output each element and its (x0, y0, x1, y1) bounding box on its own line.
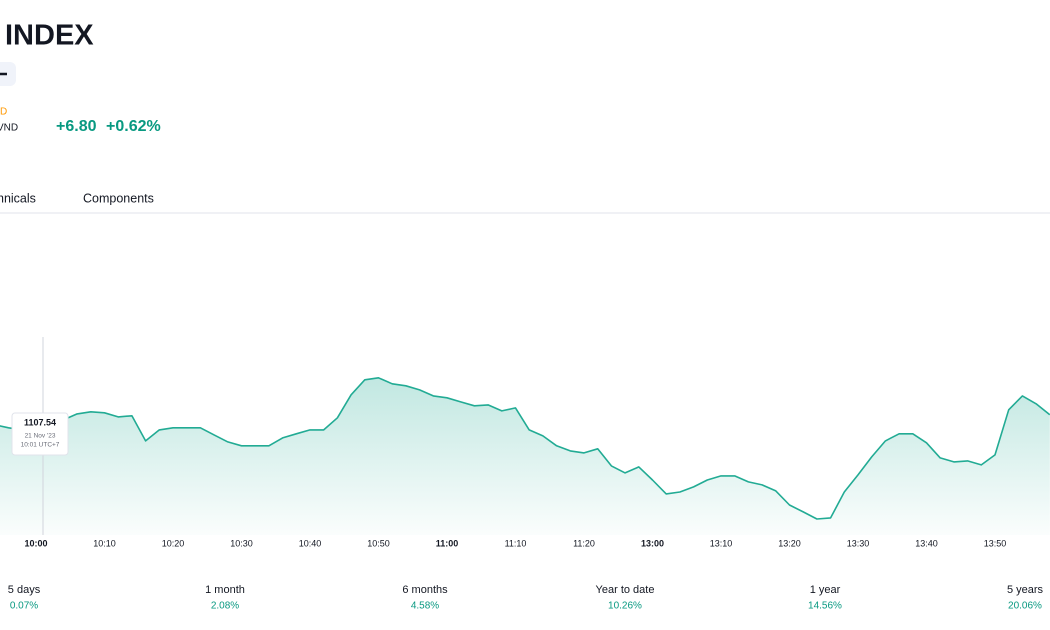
x-tick-label: 10:20 (162, 538, 185, 548)
x-tick-label: 11:20 (573, 538, 595, 548)
tooltip-value: 1107.54 (24, 417, 56, 427)
tooltip-time: 10:01 UTC+7 (21, 442, 60, 449)
x-tick-label: 10:10 (93, 538, 116, 548)
period-change: 14.56% (808, 601, 842, 612)
x-tick-label: 13:20 (778, 538, 801, 548)
tooltip-date: 21 Nov '23 (25, 433, 56, 440)
currency: VND (0, 123, 18, 134)
x-tick-label: 10:00 (24, 538, 47, 548)
x-tick-label: 13:40 (915, 538, 938, 548)
period-change: 2.08% (211, 601, 239, 612)
tooltip: 1107.54 21 Nov '23 10:01 UTC+7 (11, 412, 69, 456)
market-status: D (0, 107, 7, 118)
area (0, 377, 1050, 535)
period-label[interactable]: 6 months (402, 584, 448, 596)
plot: 10:00 10:10 10:20 10:30 10:40 10:50 11:00 11:10… (0, 377, 1050, 548)
tab[interactable]: hnicals (0, 191, 36, 205)
x-tick-label: 10:40 (299, 538, 322, 548)
price-line (0, 377, 1050, 520)
period-label[interactable]: 1 year (810, 584, 841, 596)
x-tick-label: 13:10 (710, 538, 733, 548)
menu-pill[interactable] (0, 62, 16, 86)
tooltip-box (11, 412, 69, 456)
period-label[interactable]: 5 years (1007, 584, 1044, 596)
x-tick-label: 10:30 (230, 538, 253, 548)
x-tick-label: 10:50 (367, 538, 390, 548)
period-change: 10.26% (608, 601, 642, 612)
period-change: 20.06% (1008, 601, 1042, 612)
change: +6.80 (56, 118, 97, 135)
performance: 5 days 0.07% 1 month 2.08% 6 months 4.58% Year… (8, 584, 1044, 612)
x-tick-label: 13:50 (984, 538, 1007, 548)
title: INDEX (5, 20, 94, 52)
x-tick-label: 11:10 (505, 538, 527, 548)
period-change: 0.07% (10, 601, 38, 612)
period-label[interactable]: 1 month (205, 584, 245, 596)
period-label[interactable]: 5 days (8, 584, 41, 596)
x-tick-label: 11:00 (436, 538, 459, 548)
x-tick-label: 13:00 (641, 538, 664, 548)
x-tick-label: 13:30 (847, 538, 870, 548)
tab[interactable]: Components (83, 191, 154, 205)
period-change: 4.58% (411, 601, 439, 612)
change-percent: +0.62% (106, 118, 161, 135)
period-label[interactable]: Year to date (596, 584, 655, 596)
